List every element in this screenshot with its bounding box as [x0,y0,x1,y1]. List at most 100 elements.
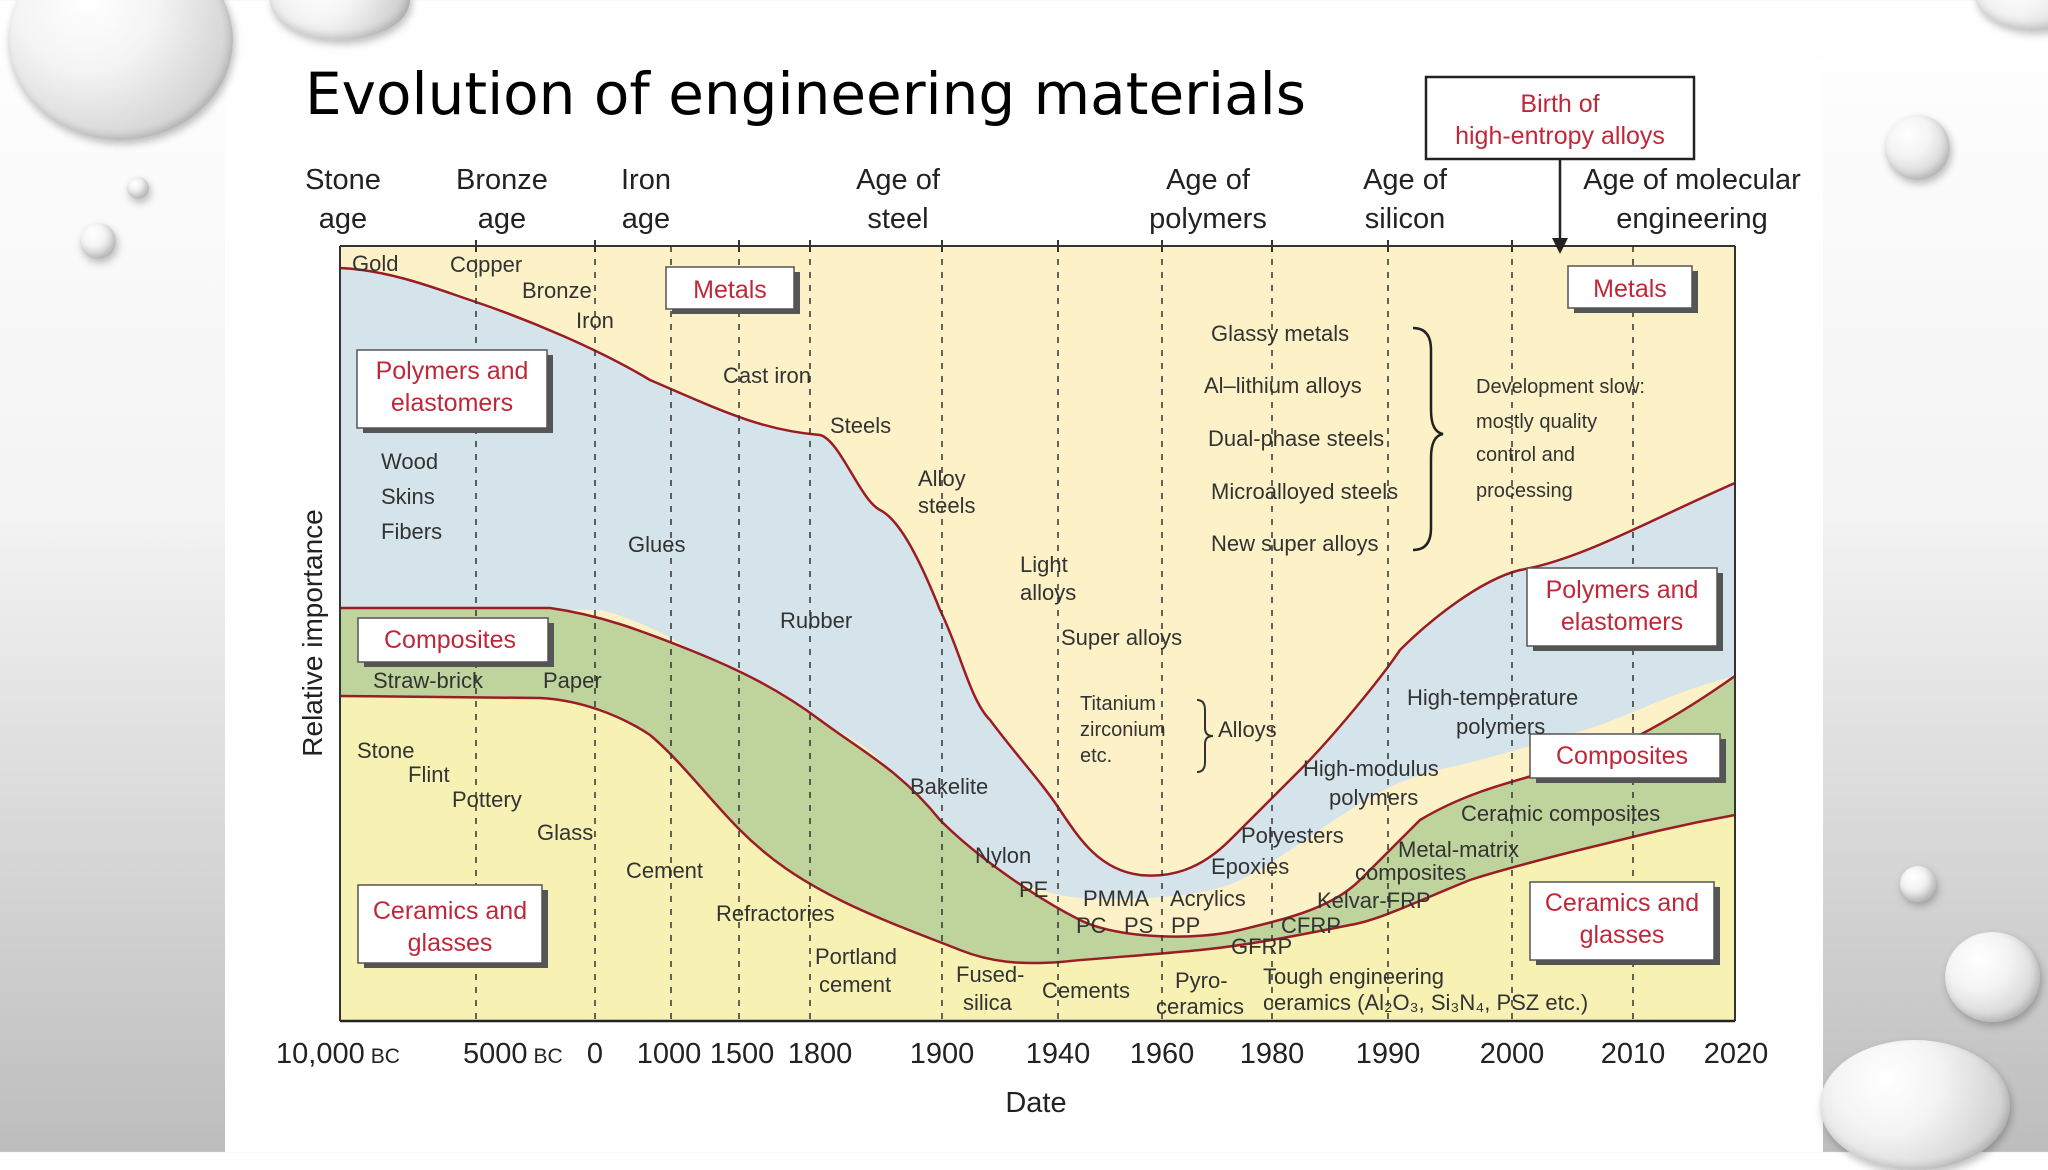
water-drop-decoration [1900,866,1936,902]
water-drop-decoration [80,223,116,259]
x-tick-1990: 1990 [1356,1038,1421,1070]
label-high-modulus-2: polymers [1329,785,1418,810]
label-bronze: Bronze [522,278,592,303]
era-steel-line2: steel [867,203,928,235]
label-skins: Skins [381,484,435,509]
label-glassy-metals: Glassy metals [1211,321,1349,346]
label-refractories: Refractories [716,901,835,926]
label-ceramic-composites: Ceramic composites [1461,801,1660,826]
label-cast-iron: Cast iron [723,363,811,388]
material-labels: Gold Copper Bronze Iron Cast iron Steels… [352,251,1660,1019]
water-drop-decoration [1885,115,1950,180]
label-portland-1: Portland [815,944,897,969]
box-metals-left: Metals [693,276,767,304]
x-axis-label: Date [1005,1087,1066,1119]
label-cements: Cements [1042,978,1130,1003]
label-high-modulus-1: High-modulus [1303,756,1439,781]
era-polymers-line2: polymers [1149,203,1267,235]
label-pmma: PMMA [1083,886,1149,911]
hea-callout-box [1424,75,1696,161]
x-tick-10000bc-suffix: BC [371,1045,400,1068]
metals-polymers-boundary [340,266,1735,877]
label-pe: PE [1019,877,1048,902]
label-microalloyed: Microalloyed steels [1211,479,1398,504]
label-al-lithium: Al–lithium alloys [1204,373,1362,398]
label-dev-slow-3: control and [1476,444,1575,466]
label-glass: Glass [537,820,593,845]
era-bronze-line2: age [478,203,526,235]
label-pottery: Pottery [452,787,522,812]
label-copper: Copper [450,252,522,277]
x-tick-0: 0 [587,1038,603,1070]
ceramics-region [340,696,1735,1021]
label-steels: Steels [830,413,891,438]
era-iron-line1: Iron [621,164,671,196]
label-high-temp-1: High-temperature [1407,685,1578,710]
x-tick-1500: 1500 [710,1038,775,1070]
label-acrylics: Acrylics [1170,886,1246,911]
x-tick-10000bc: 10,000 [276,1038,365,1070]
alloys-brace [1196,699,1214,773]
label-polyesters: Polyesters [1241,823,1344,848]
box-composites-left: Composites [384,626,516,654]
label-gold: Gold [352,251,398,276]
label-iron: Iron [576,308,614,333]
label-light-alloys-1: Light [1020,552,1068,577]
era-molecular-line1: Age of molecular [1583,164,1801,196]
x-tick-2010: 2010 [1601,1038,1666,1070]
x-tick-1800: 1800 [788,1038,853,1070]
label-rubber: Rubber [780,608,852,633]
label-alloys: Alloys [1218,717,1277,742]
x-tick-1000: 1000 [637,1038,702,1070]
label-kevlar: Kelvar-FRP [1317,888,1431,913]
era-steel-line1: Age of [856,164,941,196]
label-alloy-steels-2: steels [918,493,975,518]
x-tick-1960: 1960 [1130,1038,1195,1070]
slide-title: Evolution of engineering materials [305,60,1306,128]
label-ps: PS [1124,913,1153,938]
label-pc: PC [1076,913,1107,938]
era-stone-line2: age [319,203,367,235]
top-ticks [475,240,1513,252]
category-boxes: Metals Metals Polymers and elastomers Po… [356,265,1726,968]
label-light-alloys-2: alloys [1020,580,1076,605]
label-pyro-1: Pyro- [1175,968,1228,993]
label-nylon: Nylon [975,843,1031,868]
label-super-alloys: Super alloys [1061,625,1182,650]
era-iron-line2: age [622,203,670,235]
label-wood: Wood [381,449,438,474]
water-drop-decoration [1820,1040,2010,1170]
era-silicon-line2: silicon [1365,203,1446,235]
label-dev-slow-1: Development slow: [1476,376,1645,398]
era-silicon-line1: Age of [1363,164,1448,196]
label-tough-eng-2: ceramics (Al₂O₃, Si₃N₄, PSZ etc.) [1263,990,1588,1015]
label-fused-silica-1: Fused- [956,962,1024,987]
label-tough-eng-1: Tough engineering [1263,964,1444,989]
label-bakelite: Bakelite [910,774,988,799]
era-labels: Stone age Bronze age Iron age Age of ste… [305,164,1801,235]
era-molecular-line2: engineering [1616,203,1768,235]
y-axis-label: Relative importance [297,509,328,756]
label-alloy-steels-1: Alloy [918,466,966,491]
label-cfrp: CFRP [1281,913,1341,938]
label-high-temp-2: polymers [1456,714,1545,739]
label-stone: Stone [357,738,415,763]
era-bronze-line1: Bronze [456,164,548,196]
box-ceramics-right-line1: Ceramics and [1545,889,1699,917]
hea-arrowhead [1552,238,1568,254]
label-new-super: New super alloys [1211,531,1379,556]
hea-callout-line1: Birth of [1520,90,1599,118]
label-flint: Flint [408,762,450,787]
x-tick-5000bc-suffix: BC [534,1045,563,1068]
box-polymers-right-line1: Polymers and [1546,576,1699,604]
label-glues: Glues [628,532,685,557]
water-drop-decoration [127,177,149,199]
hea-callout-line2: high-entropy alloys [1455,122,1665,150]
box-ceramics-left-line1: Ceramics and [373,897,527,925]
box-polymers-right-line2: elastomers [1561,608,1683,636]
composites-ceramics-boundary [340,694,1735,965]
label-fused-silica-2: silica [963,990,1013,1015]
